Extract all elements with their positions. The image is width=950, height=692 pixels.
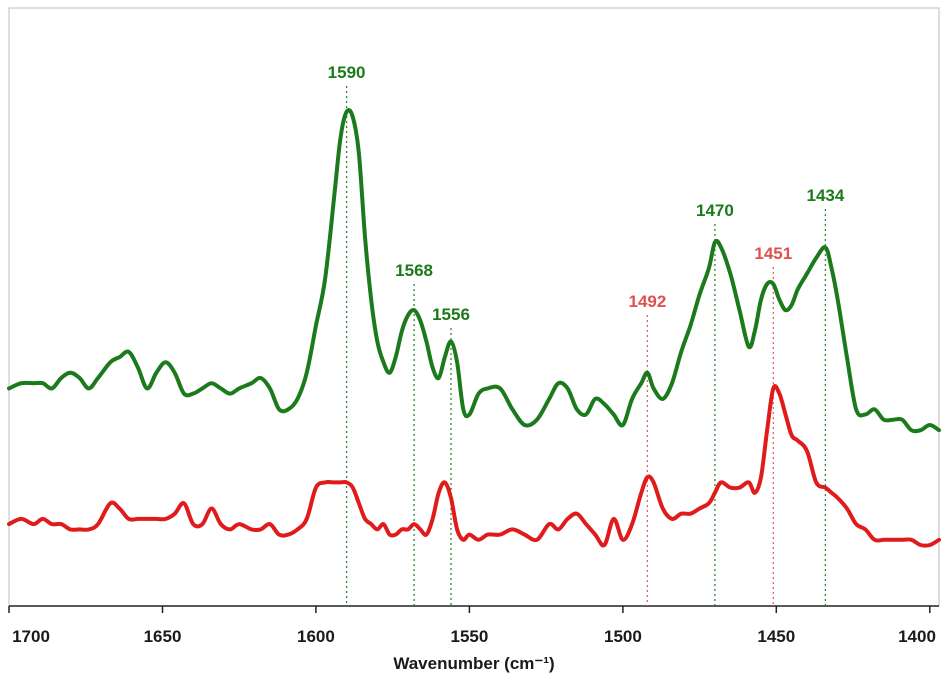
peak-label-1590: 1590 [328,63,366,82]
series-line-green [7,108,941,434]
peak-label-1470: 1470 [696,201,734,220]
x-tick-label-1600: 1600 [297,627,335,646]
peak-annotations: 1590 1568 1556 1492 1470 1451 1434 [328,63,845,606]
x-axis-ticks: 1700 1650 1600 1550 1500 1450 1400 [8,606,936,646]
x-tick-label-1400: 1400 [898,627,936,646]
x-axis-title: Wavenumber (cm⁻¹) [393,654,554,673]
x-tick-label-1450: 1450 [757,627,795,646]
peak-label-1451: 1451 [754,244,792,263]
x-tick-label-1550: 1550 [450,627,488,646]
x-tick-label-1500: 1500 [604,627,642,646]
peak-label-1434: 1434 [806,186,844,205]
plot-frame [8,7,940,607]
series-layer [7,108,941,548]
peak-label-1556: 1556 [432,305,470,324]
peak-label-1568: 1568 [395,261,433,280]
x-tick-label-1650: 1650 [144,627,182,646]
peak-label-1492: 1492 [628,292,666,311]
series-line-red [7,384,941,548]
x-tick-label-1700: 1700 [12,627,50,646]
